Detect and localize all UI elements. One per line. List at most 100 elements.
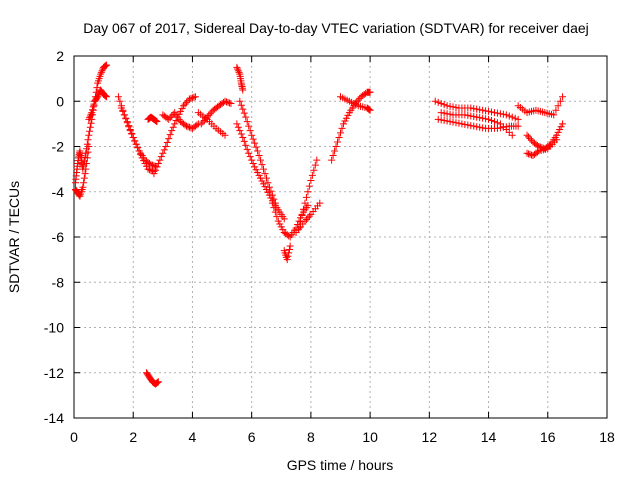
data-point	[98, 67, 106, 75]
data-point	[527, 151, 535, 159]
series-seg-trough-7	[268, 199, 312, 241]
data-point	[222, 98, 230, 106]
data-point	[187, 94, 195, 102]
data-point	[101, 62, 109, 70]
data-point	[154, 378, 162, 386]
data-point	[148, 161, 156, 169]
data-point	[233, 120, 241, 128]
series-seg-descent-b	[117, 104, 161, 171]
data-point	[153, 379, 161, 387]
data-point	[169, 123, 177, 131]
data-point	[246, 153, 254, 161]
data-point	[470, 105, 478, 113]
data-point	[163, 139, 171, 147]
data-point	[150, 170, 158, 178]
data-point	[479, 124, 487, 132]
data-point	[101, 92, 109, 100]
data-point	[237, 130, 245, 138]
data-point	[490, 118, 498, 126]
series-seg-band-12-15b	[434, 115, 522, 132]
data-point	[476, 114, 484, 122]
data-point	[154, 378, 162, 386]
data-point	[166, 114, 174, 122]
data-point	[485, 107, 493, 115]
data-point	[103, 93, 111, 101]
data-point	[550, 111, 558, 119]
data-point	[252, 143, 260, 151]
data-point	[146, 166, 154, 174]
data-point	[180, 102, 188, 110]
data-point	[331, 147, 339, 155]
x-tick-label: 18	[599, 429, 615, 445]
series-seg-early-rise	[71, 61, 111, 187]
data-point	[285, 232, 293, 240]
data-point	[552, 106, 560, 114]
y-tick-label: 0	[56, 93, 64, 109]
series-seg-outlier-12	[143, 369, 162, 388]
data-points	[71, 61, 567, 388]
data-point	[134, 144, 142, 152]
data-point	[224, 98, 232, 106]
y-tick-label: -12	[44, 365, 64, 381]
x-axis-label: GPS time / hours	[287, 457, 394, 473]
data-point	[479, 106, 487, 114]
data-point	[197, 120, 205, 128]
data-point	[239, 133, 247, 141]
grid	[74, 56, 607, 418]
y-tick-label: -6	[52, 229, 65, 245]
data-point	[234, 123, 242, 131]
data-point	[235, 68, 243, 76]
data-point	[160, 146, 168, 154]
data-point	[248, 131, 256, 139]
data-point	[479, 114, 487, 122]
data-point	[151, 166, 159, 174]
data-point	[440, 101, 448, 109]
data-point	[559, 93, 567, 101]
data-point	[157, 153, 165, 161]
series-seg-spike-5.5	[233, 63, 247, 94]
data-point	[234, 67, 242, 75]
data-point	[97, 68, 105, 76]
data-point	[311, 161, 319, 169]
data-point	[431, 97, 439, 105]
data-point	[86, 127, 94, 135]
data-point	[295, 224, 303, 232]
data-point	[87, 110, 95, 118]
data-point	[260, 165, 268, 173]
data-point	[446, 102, 454, 110]
data-point	[505, 112, 513, 120]
data-point	[242, 141, 250, 149]
data-point	[117, 104, 125, 112]
data-point	[116, 97, 124, 105]
data-point	[298, 212, 306, 220]
data-point	[443, 110, 451, 118]
data-point	[267, 187, 275, 195]
data-point	[193, 121, 201, 129]
series-seg-late-lower	[523, 136, 561, 160]
data-point	[80, 179, 88, 187]
data-point	[511, 114, 519, 122]
data-point	[493, 119, 501, 127]
series-seg-early-low	[71, 143, 93, 200]
data-point	[365, 106, 373, 114]
data-point	[461, 111, 469, 119]
data-point	[84, 136, 92, 144]
data-point	[83, 154, 91, 162]
data-point	[245, 122, 253, 130]
data-point	[493, 109, 501, 117]
data-point	[443, 102, 451, 110]
data-point	[144, 165, 152, 173]
y-axis-label: SDTVAR / TECUs	[6, 181, 22, 293]
data-point	[262, 174, 270, 182]
data-point	[242, 113, 250, 121]
series-seg-band-4-5	[197, 97, 235, 128]
data-point	[329, 152, 337, 160]
data-point	[464, 111, 472, 119]
data-point	[123, 118, 131, 126]
data-point	[467, 104, 475, 112]
series-seg-band-12-15c	[437, 109, 516, 139]
data-point	[302, 215, 310, 223]
data-point	[490, 109, 498, 117]
